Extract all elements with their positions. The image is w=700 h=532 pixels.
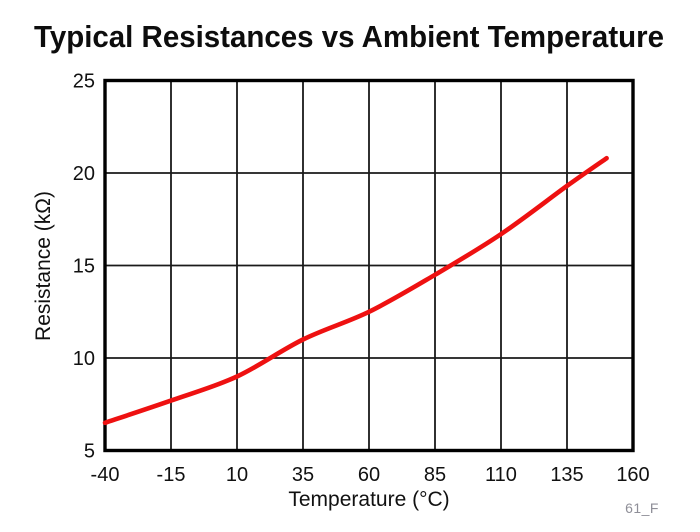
x-tick-label: 85 (424, 464, 446, 486)
tick-layer: -40 -15 10 35 60 85 110 135 160 5 10 15 20 25 (73, 71, 650, 487)
x-tick-label: 60 (358, 464, 380, 486)
x-tick-label: -40 (91, 464, 120, 486)
watermark: 61_F (625, 500, 659, 516)
x-tick-label: 135 (550, 464, 583, 486)
y-tick-label: 15 (73, 256, 95, 278)
y-tick-label: 25 (73, 71, 95, 93)
y-tick-label: 10 (73, 348, 95, 370)
grid-layer (105, 80, 633, 451)
plot-frame (103, 78, 635, 453)
chart-title: Typical Resistances vs Ambient Temperatu… (34, 19, 664, 54)
x-tick-label: -15 (157, 464, 186, 486)
y-tick-label: 20 (73, 163, 95, 185)
x-tick-label: 10 (226, 464, 248, 486)
y-axis-title: Resistance (kΩ) (32, 191, 55, 341)
x-tick-label: 160 (616, 464, 649, 486)
x-axis-title: Temperature (°C) (288, 488, 449, 511)
x-tick-label: 110 (485, 464, 517, 486)
x-tick-label: 35 (292, 464, 314, 486)
resistance-curve (102, 155, 609, 426)
y-tick-label: 5 (84, 441, 95, 463)
